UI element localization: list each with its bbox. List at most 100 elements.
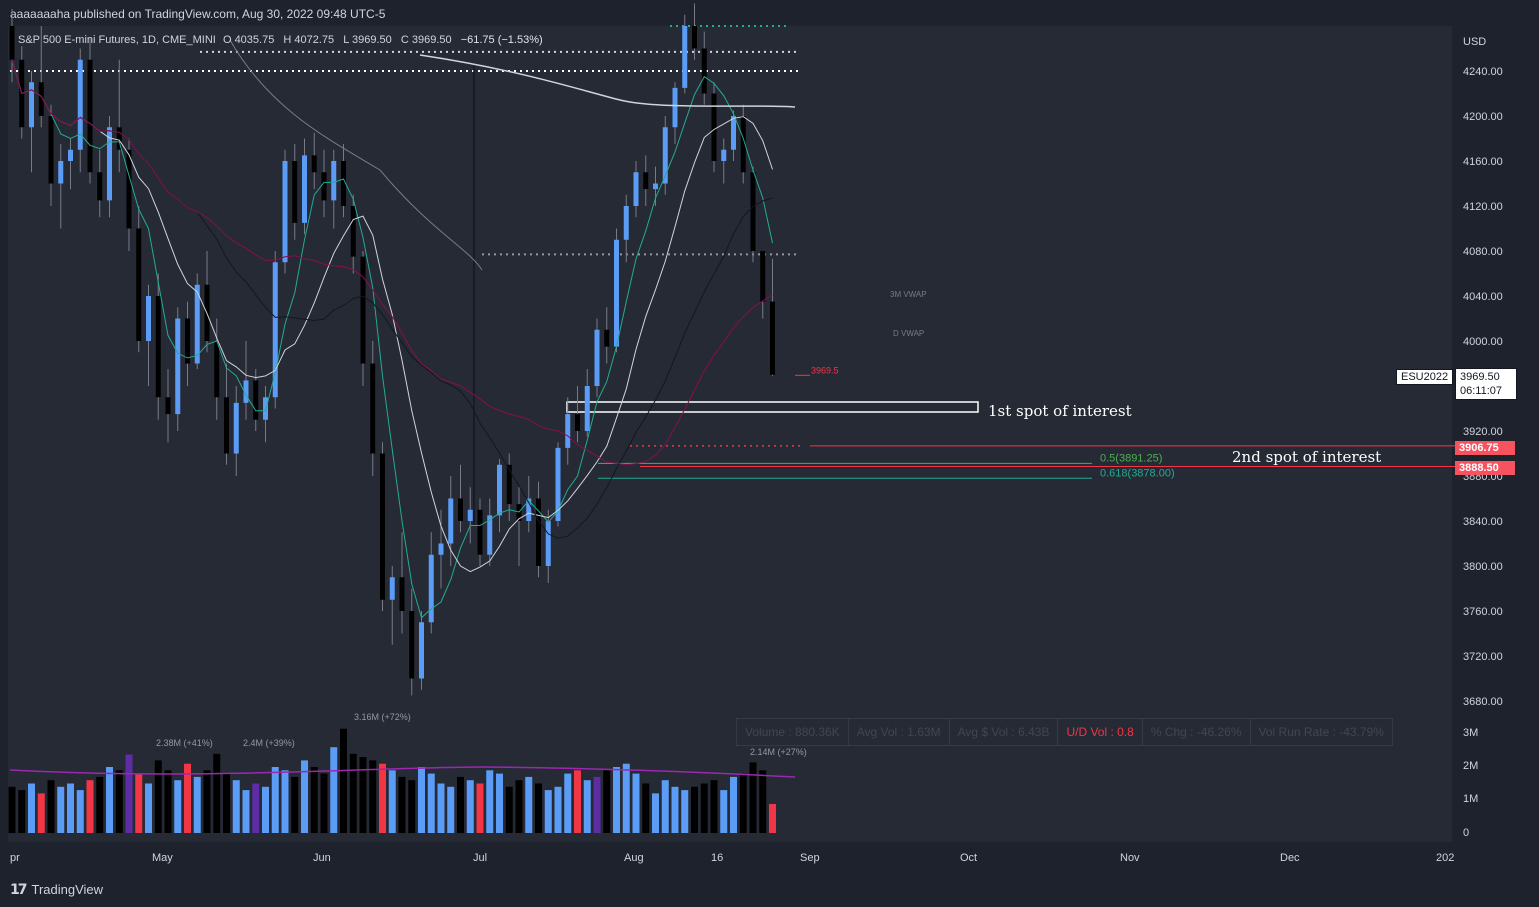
- symbol-name[interactable]: S&P 500 E-mini Futures, 1D, CME_MINI: [18, 34, 216, 46]
- candle-down: [155, 296, 161, 398]
- volume-bar: [135, 773, 143, 833]
- volume-bar: [262, 786, 269, 833]
- volume-bar: [466, 780, 474, 833]
- candle-down: [701, 48, 707, 94]
- volume-bar: [457, 776, 464, 833]
- stat-pct-chg: % Chg : -46.26%: [1143, 719, 1251, 745]
- candle-down: [321, 172, 327, 201]
- high-label: H: [283, 34, 292, 46]
- volume-label: 3.16M (+72%): [354, 712, 411, 722]
- chart-pane[interactable]: [8, 26, 1452, 842]
- price-axis-tick: 3760.00: [1463, 606, 1503, 618]
- candle-down: [292, 161, 298, 223]
- volume-bar: [184, 763, 191, 833]
- time-axis-label: Nov: [1120, 852, 1140, 864]
- candle-down: [165, 397, 171, 415]
- volume-bar: [593, 776, 601, 833]
- annotation-first-spot[interactable]: 1st spot of interest: [988, 402, 1132, 420]
- first-spot-box: [566, 401, 979, 413]
- volume-bar: [544, 790, 552, 833]
- time-axis-label: Jun: [313, 852, 331, 864]
- ma-10-line: [11, 59, 773, 573]
- time-axis-label: Dec: [1280, 852, 1300, 864]
- candle-down: [711, 93, 717, 161]
- candle-up: [243, 380, 249, 403]
- symbol-legend[interactable]: S&P 500 E-mini Futures, 1D, CME_MINI O 4…: [18, 34, 543, 46]
- volume-bar: [96, 776, 104, 833]
- stat-ud-vol: U/D Vol : 0.8: [1058, 719, 1143, 745]
- candle-down: [350, 206, 356, 257]
- time-axis-label: Sep: [800, 852, 820, 864]
- volume-bar: [535, 783, 542, 833]
- candle-down: [770, 301, 775, 375]
- annotation-second-spot[interactable]: 2nd spot of interest: [1232, 448, 1382, 466]
- volume-bar: [398, 776, 406, 833]
- volume-bar: [642, 783, 650, 833]
- brand-name: TradingView: [31, 882, 104, 897]
- volume-bar: [476, 783, 484, 833]
- candle-down: [477, 509, 483, 555]
- volume-axis-tick: 0: [1463, 827, 1469, 839]
- candle-down: [575, 414, 580, 431]
- price-axis-tick: 4200.00: [1463, 111, 1503, 123]
- bar-countdown: 06:11:07: [1460, 385, 1503, 397]
- volume-bar: [700, 783, 708, 833]
- last-price-label: 3969.5: [811, 365, 839, 375]
- candle-down: [370, 363, 376, 454]
- time-axis-label: 16: [711, 852, 723, 864]
- tradingview-logo[interactable]: 𝟭𝟳 TradingView: [10, 881, 103, 898]
- volume-bar: [330, 747, 338, 833]
- candle-up: [68, 149, 73, 161]
- candle-down: [341, 161, 346, 206]
- ma-30-line: [11, 59, 773, 466]
- volume-bar: [486, 770, 494, 833]
- close-label: C: [400, 34, 409, 46]
- volume-bar: [427, 773, 435, 833]
- envelope-line: [229, 39, 483, 271]
- volume-bar: [281, 770, 289, 833]
- volume-bar: [154, 760, 162, 833]
- volume-bar: [447, 786, 455, 833]
- candle-up: [331, 161, 337, 201]
- candle-down: [750, 172, 756, 251]
- volume-bar: [359, 757, 367, 833]
- candle-down: [48, 116, 54, 184]
- candle-down: [399, 577, 405, 611]
- price-axis-tick: 3840.00: [1463, 516, 1503, 528]
- candle-up: [721, 149, 727, 161]
- price-axis-currency: USD: [1463, 36, 1486, 48]
- volume-bar: [8, 786, 16, 833]
- candlestick-chart[interactable]: USD 4240.00 4200.00 4160.00 4120.00 4080.00 40…: [0, 0, 1539, 872]
- volume-axis-tick: 1M: [1463, 793, 1478, 805]
- volume-bar: [28, 783, 35, 833]
- candle-down: [38, 82, 44, 116]
- candle-up: [175, 318, 181, 415]
- candle-down: [214, 341, 220, 398]
- volume-bar: [759, 770, 767, 833]
- open-value: 4035.75: [234, 34, 275, 46]
- candle-up: [555, 447, 561, 521]
- price-axis-tick: 3720.00: [1463, 651, 1503, 663]
- candle-up: [487, 515, 493, 555]
- ma-200-line: [419, 54, 796, 108]
- candle-up: [233, 402, 239, 454]
- volume-bar: [164, 770, 172, 833]
- volume-bar: [193, 776, 201, 833]
- volume-bar: [310, 767, 318, 833]
- volume-bar: [232, 780, 240, 833]
- price-axis-tick: 4160.00: [1463, 156, 1503, 168]
- candle-down: [311, 155, 317, 173]
- time-axis-label: May: [152, 852, 173, 864]
- candle-up: [302, 155, 307, 223]
- volume-bar: [564, 773, 572, 833]
- volume-bar: [622, 763, 630, 833]
- volume-bar: [320, 773, 328, 833]
- candle-down: [692, 26, 697, 49]
- volume-label: 2.38M (+41%): [156, 738, 213, 748]
- candle-up: [594, 329, 600, 386]
- fib-label-05: 0.5(3891.25): [1100, 452, 1162, 464]
- candle-up: [282, 161, 288, 263]
- volume-bar: [652, 793, 659, 833]
- volume-bar: [57, 786, 65, 833]
- candle-down: [97, 172, 103, 201]
